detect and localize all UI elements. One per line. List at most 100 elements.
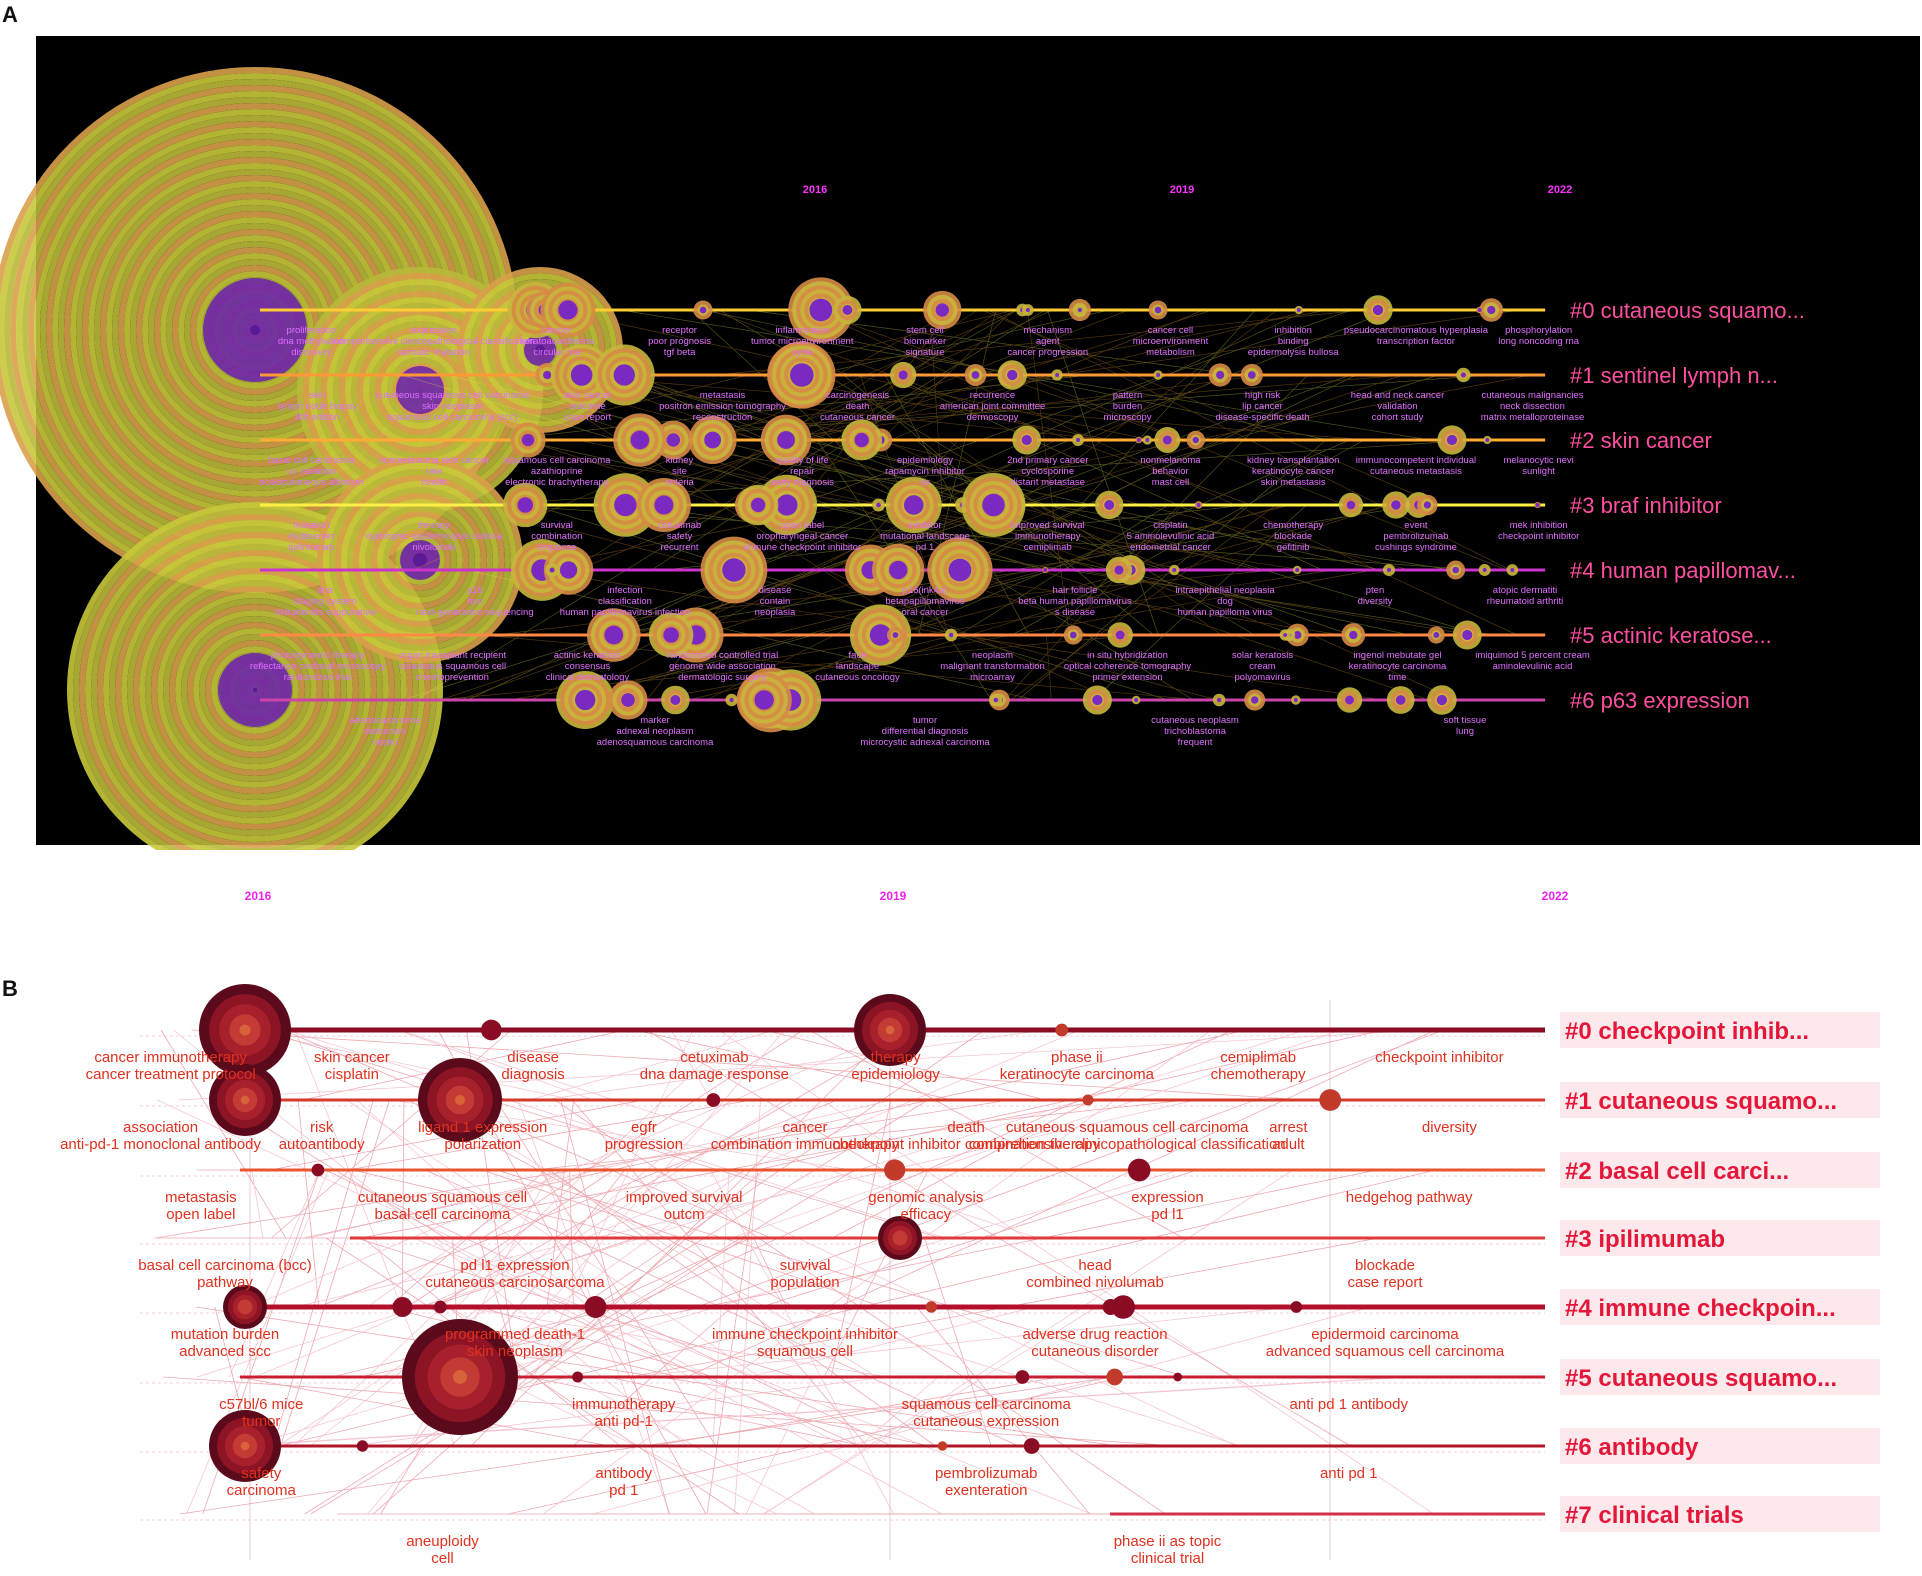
panel-a-node-core	[1349, 630, 1358, 640]
panel-a-edge	[1046, 634, 1052, 701]
panel-a-node-ring	[157, 592, 353, 788]
panel-a-node	[1382, 563, 1396, 577]
panel-a-node-core	[1391, 500, 1401, 510]
panel-a-node-core	[524, 334, 556, 366]
panel-b-cluster-label: #7 clinical trials	[1565, 1502, 1744, 1529]
panel-b-node	[223, 1285, 267, 1329]
panel-a-edge	[951, 374, 1357, 571]
panel-a-node-ring	[196, 271, 314, 389]
panel-b-keyword-label: efficacy	[901, 1206, 952, 1223]
panel-a-node	[756, 474, 818, 536]
panel-a-node	[1012, 425, 1042, 455]
panel-a-node-core	[1386, 567, 1392, 573]
panel-a-node	[1478, 564, 1491, 576]
panel-a-node-core	[1446, 434, 1458, 446]
panel-a-node-core	[1295, 568, 1300, 572]
panel-b-small-node	[925, 1301, 938, 1313]
panel-b-keyword-label: safety	[241, 1465, 282, 1482]
panel-b-cluster-label: #6 antibody	[1565, 1434, 1699, 1461]
panel-b-keyword-label: cancer immunotherapy	[94, 1049, 247, 1066]
panel-a-node	[1107, 622, 1133, 648]
panel-a-node	[593, 473, 658, 537]
panel-a-node-ring	[375, 345, 465, 435]
panel-b-keyword-label: programmed death-1	[445, 1326, 585, 1343]
panel-a-node-core	[1172, 568, 1177, 572]
panel-a-node-core	[1283, 633, 1288, 637]
panel-a-node	[1212, 693, 1226, 707]
panel-b-keyword-label: anti pd 1	[1320, 1465, 1378, 1482]
panel-a-edge	[518, 439, 1410, 636]
panel-b-year-label: 2019	[880, 889, 907, 903]
panel-a-node	[1446, 560, 1466, 580]
panel-a-node-ring	[109, 544, 401, 836]
panel-a-node	[1153, 370, 1163, 380]
panel-b-keyword-label: case report	[1347, 1274, 1423, 1291]
panel-b-keyword-label: cetuximab	[680, 1049, 748, 1066]
panel-b-keyword-label: epidemiology	[851, 1066, 940, 1083]
panel-a-node-core	[1156, 373, 1161, 377]
panel-a-node	[1154, 427, 1181, 453]
panel-a-node-core	[1462, 629, 1473, 641]
panel-a-letter: A	[2, 2, 18, 27]
panel-b-keyword-label: epidermoid carcinoma	[1311, 1326, 1459, 1343]
panel-b-keyword-label: basal cell carcinoma	[375, 1206, 512, 1223]
panel-a-node	[661, 685, 690, 715]
panel-a-node	[1417, 494, 1438, 516]
panel-b-small-node	[356, 1440, 369, 1452]
panel-a-node-core	[948, 558, 972, 582]
panel-a-node-core	[203, 278, 307, 382]
panel-a-node	[700, 536, 768, 604]
panel-a-edge	[1092, 504, 1307, 701]
panel-a-edge	[1011, 439, 1365, 636]
panel-b-small-node	[392, 1297, 413, 1317]
panel-b-node-ring	[239, 1024, 251, 1036]
panel-b-node-ring	[892, 1230, 908, 1246]
panel-a-node-core	[1293, 631, 1302, 639]
panel-a-node	[1338, 492, 1364, 518]
panel-a-node	[1341, 623, 1366, 647]
panel-a-node-ring	[347, 487, 493, 633]
panel-a-edge	[1015, 309, 1278, 506]
panel-b-keyword-label: blockade	[1355, 1257, 1415, 1274]
panel-a-node	[1148, 300, 1168, 320]
panel-b-small-node	[433, 1300, 447, 1314]
panel-b-keyword-label: metastasis	[165, 1189, 237, 1206]
panel-b-keyword-label: open label	[166, 1206, 235, 1223]
panel-a-node-ring	[335, 475, 505, 645]
panel-b-keyword-label: cutaneous expression	[913, 1413, 1059, 1430]
panel-a-node-core	[889, 560, 908, 580]
panel-b-keyword-label: cell	[431, 1550, 454, 1567]
panel-b-keyword-label: cutaneous squamous cell carcinoma	[1006, 1119, 1249, 1136]
panel-a-edge	[530, 374, 1227, 701]
panel-a-node-core	[1069, 631, 1077, 639]
panel-a-node-ring	[359, 499, 481, 621]
panel-a-edge	[672, 309, 1018, 506]
panel-a-node-ring	[181, 616, 329, 764]
panel-a-edge	[688, 634, 956, 701]
panel-a-node-core	[777, 431, 795, 449]
panel-b-keyword-label: mutation burden	[171, 1326, 279, 1343]
panel-b-node-ring	[453, 1370, 467, 1384]
panel-a-node	[1382, 491, 1410, 519]
panel-a-node	[1294, 305, 1303, 315]
panel-a-node-core	[1007, 369, 1018, 381]
panel-b-keyword-label: carcinoma	[227, 1482, 297, 1499]
panel-b-keyword-label: population	[770, 1274, 839, 1291]
panel-a-node	[889, 361, 917, 389]
panel-a-node-core	[1433, 631, 1440, 639]
panel-a-edge	[402, 374, 1046, 571]
panel-b-small-node	[480, 1019, 502, 1041]
panel-b-small-node	[937, 1441, 948, 1451]
panel-a-node	[923, 290, 962, 330]
panel-a-node-core	[1115, 630, 1125, 640]
panel-b-keyword-label: egfr	[631, 1119, 657, 1136]
panel-a-node	[1094, 490, 1124, 520]
panel-a-node-core	[948, 632, 954, 638]
panel-b-small-node	[1127, 1158, 1151, 1182]
panel-a-node	[1240, 363, 1263, 387]
panel-a-node-core	[898, 370, 908, 380]
panel-a-node	[1483, 435, 1492, 445]
panel-a-node-core	[1510, 567, 1515, 573]
panel-b-keyword-label: combined nivolumab	[1026, 1274, 1164, 1291]
